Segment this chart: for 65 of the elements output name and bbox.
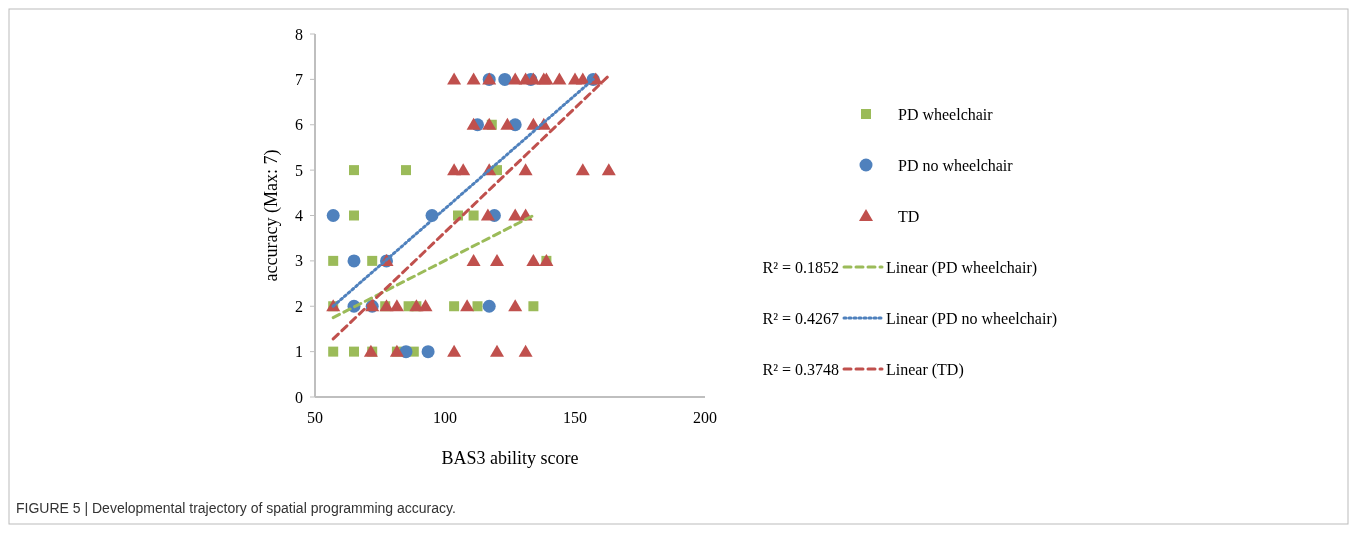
- point: [447, 344, 462, 357]
- point: [490, 253, 504, 266]
- point: [480, 208, 495, 221]
- text: R² = 0.1852: [762, 258, 839, 276]
- y-tick-label: 4: [295, 207, 303, 225]
- point: [482, 299, 496, 313]
- point: [552, 72, 567, 85]
- legend-label: Linear (PD no wheelchair): [886, 309, 1058, 328]
- point: [500, 117, 515, 130]
- legend-label: PD wheelchair: [898, 105, 994, 123]
- point: [328, 346, 339, 357]
- caption: FIGURE 5 | Developmental trajectory of spatial programming accuracy.: [16, 500, 456, 516]
- point: [326, 209, 340, 222]
- x-tick-label: 200: [693, 409, 717, 426]
- point: [447, 72, 462, 85]
- point: [526, 253, 541, 266]
- point: [482, 117, 497, 130]
- x-tick-label: 150: [563, 409, 587, 426]
- point: [466, 253, 481, 266]
- point: [418, 299, 433, 312]
- point: [575, 163, 590, 176]
- point: [472, 301, 483, 312]
- y-tick-label: 5: [295, 161, 303, 179]
- y-tick-label: 6: [295, 116, 303, 134]
- point: [468, 210, 479, 221]
- point: [466, 117, 481, 130]
- y-tick-label: 0: [295, 388, 303, 406]
- x-axis-title: BAS3 ability score: [441, 448, 579, 468]
- point: [518, 163, 533, 176]
- y-axis-title: accuracy (Max: 7): [261, 149, 282, 282]
- x-tick-label: 50: [307, 409, 323, 426]
- point: [363, 344, 378, 357]
- point: [518, 344, 533, 357]
- legend-label: Linear (PD wheelchair): [886, 258, 1038, 277]
- legend-label: PD no wheelchair: [898, 156, 1014, 174]
- point: [421, 345, 435, 359]
- y-tick-label: 3: [295, 252, 303, 270]
- point: [601, 163, 616, 176]
- x-tick-label: 100: [433, 409, 457, 426]
- point: [349, 346, 359, 357]
- point: [528, 301, 539, 312]
- text: R² = 0.4267: [762, 309, 839, 327]
- point: [349, 165, 359, 176]
- point: [328, 255, 339, 266]
- point: [508, 208, 523, 221]
- point: [367, 255, 378, 266]
- point: [466, 72, 481, 85]
- point: [498, 72, 512, 86]
- point: [490, 344, 504, 357]
- legend-label: TD: [898, 207, 920, 225]
- legend-label: Linear (TD): [886, 360, 964, 379]
- point: [449, 301, 460, 312]
- point: [399, 345, 413, 359]
- point: [401, 165, 411, 176]
- y-tick-label: 7: [295, 70, 303, 88]
- point: [349, 210, 359, 221]
- point: [389, 299, 404, 312]
- point: [347, 254, 361, 268]
- y-tick-label: 8: [295, 25, 303, 43]
- point: [460, 299, 475, 312]
- text: R² = 0.3748: [762, 360, 839, 378]
- y-tick-label: 1: [295, 343, 303, 361]
- point: [456, 163, 471, 176]
- y-tick-label: 2: [295, 297, 303, 315]
- point: [508, 299, 523, 312]
